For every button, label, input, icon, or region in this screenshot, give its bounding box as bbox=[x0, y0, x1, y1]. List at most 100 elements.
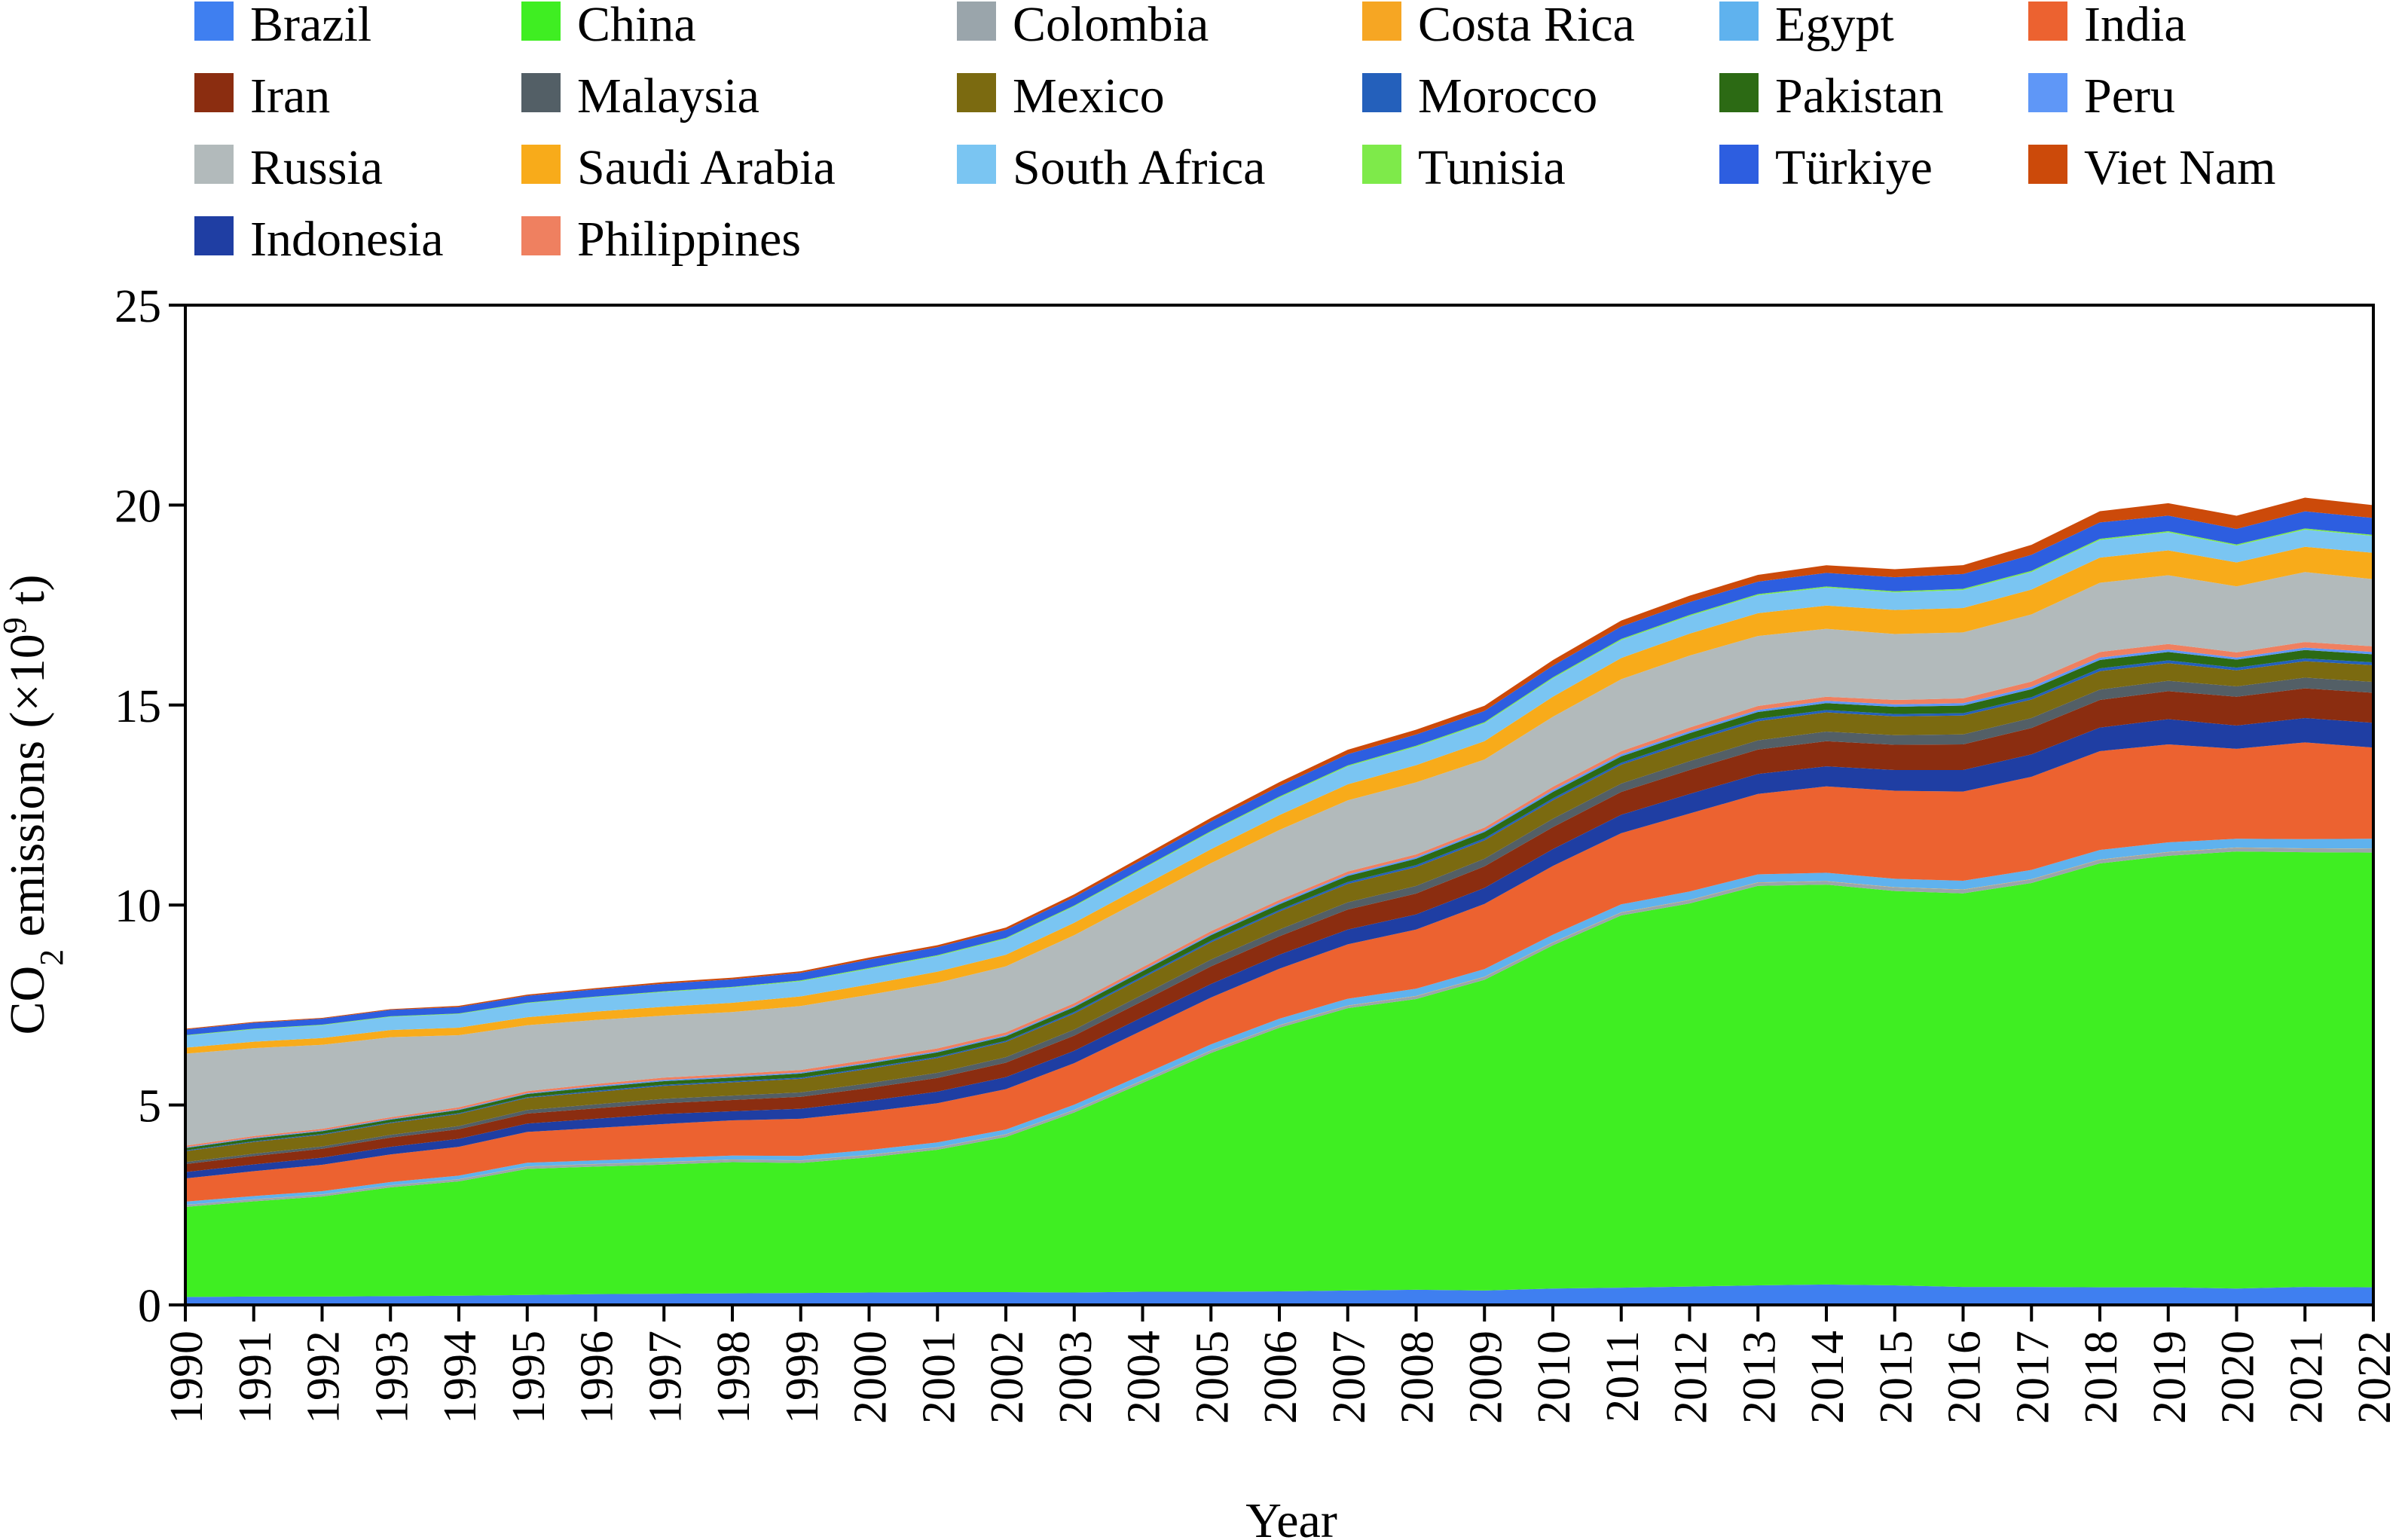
y-tick-label: 0 bbox=[138, 1281, 161, 1332]
legend-swatch bbox=[1362, 145, 1401, 184]
x-tick-label: 2000 bbox=[845, 1331, 897, 1424]
legend-item-china: China bbox=[521, 0, 696, 52]
y-axis-label: CO2 emissions (×109 t) bbox=[0, 574, 70, 1034]
legend-label: Philippines bbox=[577, 212, 801, 267]
legend-label: Morocco bbox=[1418, 69, 1597, 124]
x-axis-label: Year bbox=[1245, 1493, 1337, 1540]
legend-swatch bbox=[521, 2, 561, 41]
legend-swatch bbox=[521, 73, 561, 112]
x-tick-label: 2018 bbox=[2076, 1331, 2127, 1424]
area-brazil bbox=[185, 1284, 2373, 1305]
x-tick-label: 2015 bbox=[1871, 1331, 1922, 1424]
x-tick-label: 1991 bbox=[230, 1331, 281, 1424]
x-tick-label: 2016 bbox=[1939, 1331, 1991, 1424]
legend-item-south-africa: South Africa bbox=[957, 140, 1265, 195]
x-tick-label: 1993 bbox=[366, 1331, 417, 1424]
legend-swatch bbox=[194, 73, 234, 112]
legend-label: China bbox=[577, 0, 696, 52]
y-tick-label: 10 bbox=[115, 881, 161, 932]
x-tick-label: 2008 bbox=[1392, 1331, 1444, 1424]
legend-swatch bbox=[2028, 145, 2067, 184]
legend-item-philippines: Philippines bbox=[521, 212, 801, 267]
y-axis: 0 5 10 15 20 25 bbox=[115, 281, 185, 1332]
legend-swatch bbox=[194, 145, 234, 184]
x-axis: 1990 1991 1992 1993 1994 1995 1996 1997 1998 1999… bbox=[161, 1305, 2400, 1424]
legend-label: Peru bbox=[2084, 69, 2175, 124]
x-tick-label: 2017 bbox=[2007, 1331, 2058, 1424]
area-series-group bbox=[185, 497, 2373, 1305]
area-china bbox=[185, 851, 2373, 1297]
legend-swatch bbox=[2028, 2, 2067, 41]
area-india bbox=[185, 742, 2373, 1202]
legend-swatch bbox=[1362, 2, 1401, 41]
legend-swatch bbox=[957, 145, 996, 184]
legend-item-brazil: Brazil bbox=[194, 0, 371, 52]
legend-label: Russia bbox=[250, 140, 383, 195]
x-tick-label: 2003 bbox=[1050, 1331, 1102, 1424]
area-egypt bbox=[185, 839, 2373, 1205]
y-tick-label: 25 bbox=[115, 281, 161, 332]
legend-swatch bbox=[521, 145, 561, 184]
legend-label: Türkiye bbox=[1775, 140, 1933, 195]
legend-swatch bbox=[1719, 2, 1759, 41]
legend-item-pakistan: Pakistan bbox=[1719, 69, 1944, 124]
legend-label: Malaysia bbox=[577, 69, 759, 124]
legend-label: Tunisia bbox=[1418, 140, 1566, 195]
legend-swatch bbox=[2028, 73, 2067, 112]
legend-label: Iran bbox=[250, 69, 330, 124]
x-tick-label: 1997 bbox=[640, 1331, 691, 1424]
legend-label: Mexico bbox=[1013, 69, 1165, 124]
x-tick-label: 2002 bbox=[982, 1331, 1033, 1424]
legend-item-costa-rica: Costa Rica bbox=[1362, 0, 1635, 52]
x-tick-label: 2020 bbox=[2213, 1331, 2264, 1424]
legend: Brazil China Colombia Costa Rica Egypt India I… bbox=[194, 0, 2275, 267]
x-tick-label: 2012 bbox=[1666, 1331, 1717, 1424]
legend-item-turkiye: Türkiye bbox=[1719, 140, 1933, 195]
x-tick-label: 2022 bbox=[2349, 1331, 2400, 1424]
area-russia bbox=[185, 572, 2373, 1146]
x-tick-label: 1992 bbox=[298, 1331, 350, 1424]
legend-label: Colombia bbox=[1013, 0, 1209, 52]
legend-swatch bbox=[194, 2, 234, 41]
legend-swatch bbox=[194, 216, 234, 255]
legend-label: Saudi Arabia bbox=[577, 140, 836, 195]
legend-item-iran: Iran bbox=[194, 69, 330, 124]
legend-item-saudi-arabia: Saudi Arabia bbox=[521, 140, 836, 195]
area-mexico bbox=[185, 661, 2373, 1163]
legend-item-viet-nam: Viet Nam bbox=[2028, 140, 2275, 195]
legend-swatch bbox=[1362, 73, 1401, 112]
legend-swatch bbox=[1719, 73, 1759, 112]
x-tick-label: 2007 bbox=[1324, 1331, 1375, 1424]
area-colombia bbox=[185, 848, 2373, 1207]
legend-label: South Africa bbox=[1013, 140, 1265, 195]
x-tick-label: 2006 bbox=[1255, 1331, 1306, 1424]
y-tick-label: 20 bbox=[115, 481, 161, 532]
x-tick-label: 1998 bbox=[708, 1331, 759, 1424]
legend-label: Egypt bbox=[1775, 0, 1894, 52]
legend-label: Costa Rica bbox=[1418, 0, 1635, 52]
y-tick-label: 5 bbox=[138, 1081, 161, 1132]
legend-swatch bbox=[957, 2, 996, 41]
x-tick-label: 2019 bbox=[2144, 1331, 2196, 1424]
x-tick-label: 2004 bbox=[1119, 1331, 1170, 1424]
x-tick-label: 1994 bbox=[435, 1331, 486, 1424]
x-tick-label: 1990 bbox=[161, 1331, 212, 1424]
x-tick-label: 2005 bbox=[1187, 1331, 1238, 1424]
y-tick-label: 15 bbox=[115, 681, 161, 732]
x-tick-label: 2013 bbox=[1734, 1331, 1785, 1424]
legend-label: Viet Nam bbox=[2084, 140, 2275, 195]
legend-item-peru: Peru bbox=[2028, 69, 2175, 124]
legend-label: Pakistan bbox=[1775, 69, 1944, 124]
legend-swatch bbox=[1719, 145, 1759, 184]
x-tick-label: 2001 bbox=[913, 1331, 964, 1424]
legend-swatch bbox=[957, 73, 996, 112]
legend-label: Indonesia bbox=[250, 212, 444, 267]
legend-item-malaysia: Malaysia bbox=[521, 69, 759, 124]
x-tick-label: 2014 bbox=[1802, 1331, 1853, 1424]
legend-item-indonesia: Indonesia bbox=[194, 212, 444, 267]
legend-label: Brazil bbox=[250, 0, 371, 52]
legend-item-colombia: Colombia bbox=[957, 0, 1209, 52]
legend-item-russia: Russia bbox=[194, 140, 383, 195]
x-tick-label: 1996 bbox=[572, 1331, 623, 1424]
legend-label: India bbox=[2084, 0, 2187, 52]
